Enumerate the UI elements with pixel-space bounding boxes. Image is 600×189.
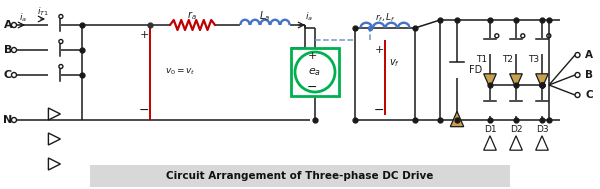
Text: +: + — [307, 51, 317, 61]
Text: B: B — [585, 70, 593, 80]
Text: $L_a$: $L_a$ — [259, 9, 271, 23]
Text: $r_a$: $r_a$ — [187, 10, 197, 22]
Text: $i_a$: $i_a$ — [19, 12, 27, 24]
Text: N: N — [4, 115, 13, 125]
Text: −: − — [307, 81, 317, 94]
Polygon shape — [49, 108, 61, 120]
Text: C: C — [585, 90, 593, 100]
Text: $v_0 = v_t$: $v_0 = v_t$ — [165, 67, 196, 77]
Polygon shape — [536, 74, 548, 88]
Text: Circuit Arrangement of Three-phase DC Drive: Circuit Arrangement of Three-phase DC Dr… — [166, 171, 434, 181]
Text: $r_f, L_f$: $r_f, L_f$ — [374, 12, 395, 24]
Text: D2: D2 — [510, 125, 522, 133]
Text: A: A — [4, 20, 13, 30]
Polygon shape — [536, 136, 548, 150]
Polygon shape — [484, 136, 496, 150]
Text: T3: T3 — [528, 54, 539, 64]
Text: D1: D1 — [484, 125, 496, 133]
Circle shape — [295, 52, 335, 92]
Text: $i_{T1}$: $i_{T1}$ — [37, 6, 49, 18]
Text: −: − — [139, 104, 149, 116]
Text: +: + — [139, 30, 149, 40]
Bar — [355, 28, 415, 120]
Polygon shape — [484, 74, 496, 88]
Text: −: − — [374, 104, 384, 116]
Text: +: + — [374, 45, 383, 55]
Polygon shape — [49, 133, 61, 145]
Text: FD: FD — [469, 65, 482, 75]
Text: T2: T2 — [502, 54, 513, 64]
Text: A: A — [585, 50, 593, 60]
Bar — [291, 48, 339, 96]
Polygon shape — [510, 74, 522, 88]
Text: D3: D3 — [536, 125, 548, 133]
Text: $v_f$: $v_f$ — [389, 57, 400, 69]
Text: C: C — [4, 70, 12, 80]
Polygon shape — [49, 158, 61, 170]
Text: B: B — [4, 45, 12, 55]
Text: $e_a$: $e_a$ — [308, 66, 322, 78]
Text: $i_a$: $i_a$ — [305, 11, 313, 23]
Bar — [90, 165, 510, 187]
Polygon shape — [450, 111, 464, 127]
Polygon shape — [510, 136, 522, 150]
Text: T1: T1 — [476, 54, 487, 64]
